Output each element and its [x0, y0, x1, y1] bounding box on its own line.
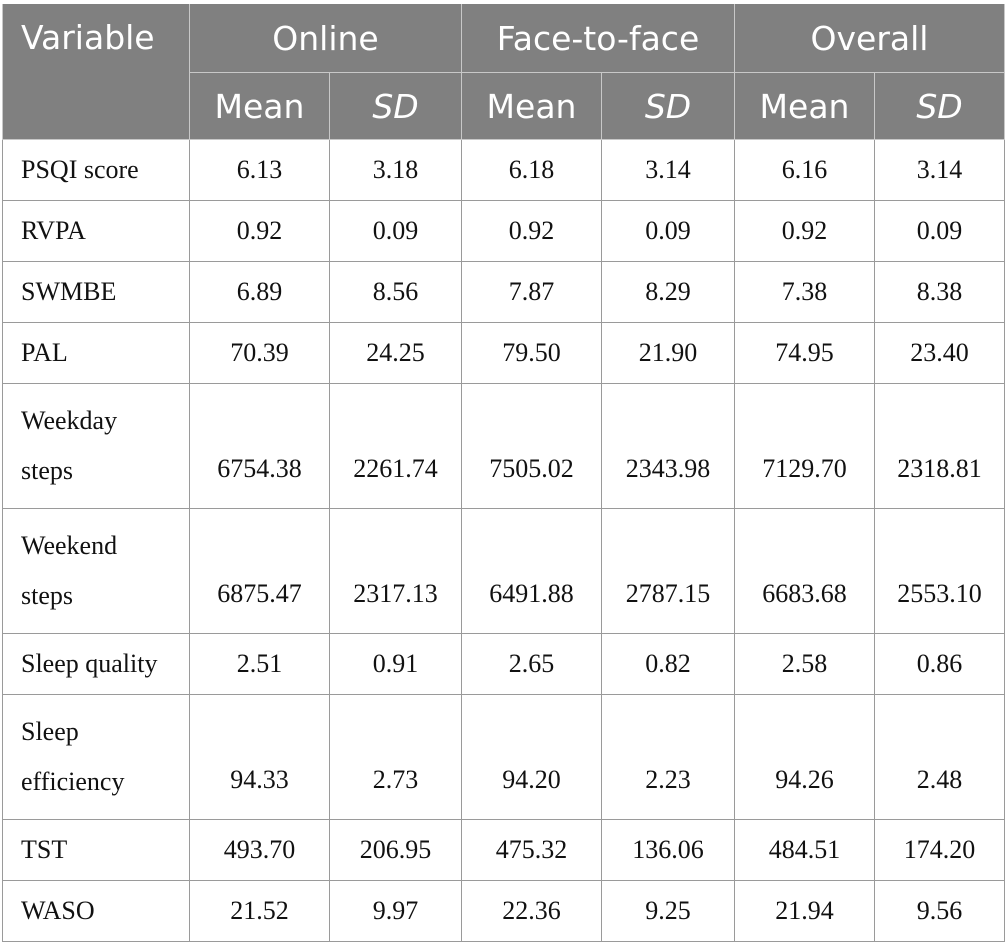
cell-mean: 6683.68 [734, 508, 876, 634]
cell-mean: 74.95 [734, 322, 876, 384]
header-sd: SD [874, 72, 1005, 140]
cell-mean: 6.16 [734, 139, 876, 201]
cell-sd: 0.09 [601, 200, 736, 262]
cell-sd: 0.09 [874, 200, 1005, 262]
cell-sd: 23.40 [874, 322, 1005, 384]
table-body: PSQI score 6.13 3.18 6.18 3.14 6.16 3.14 RVPA 0.… [2, 139, 1005, 942]
cell-sd: 2.73 [328, 694, 463, 820]
cell-mean: 6.89 [189, 261, 330, 323]
table-row: SWMBE 6.89 8.56 7.87 8.29 7.38 8.38 [2, 261, 1005, 323]
row-label: PSQI score [2, 139, 190, 201]
cell-sd: 0.82 [601, 633, 736, 695]
cell-sd: 2343.98 [601, 383, 736, 509]
cell-mean: 6875.47 [189, 508, 330, 634]
row-label: WASO [2, 880, 190, 942]
cell-sd: 3.14 [601, 139, 736, 201]
cell-mean: 21.94 [734, 880, 876, 942]
row-label: PAL [2, 322, 190, 384]
cell-mean: 493.70 [189, 819, 330, 881]
cell-sd: 9.56 [874, 880, 1005, 942]
header-mean: Mean [189, 72, 330, 140]
row-label: SWMBE [2, 261, 190, 323]
row-label: Sleep quality [2, 633, 190, 695]
cell-mean: 94.20 [461, 694, 603, 820]
header-variable: Variable [2, 4, 190, 140]
header-mean: Mean [461, 72, 603, 140]
cell-sd: 2317.13 [328, 508, 463, 634]
table-row: TST 493.70 206.95 475.32 136.06 484.51 174.20 [2, 819, 1005, 881]
cell-sd: 206.95 [328, 819, 463, 881]
cell-mean: 7.38 [734, 261, 876, 323]
cell-sd: 3.14 [874, 139, 1005, 201]
table-row: RVPA 0.92 0.09 0.92 0.09 0.92 0.09 [2, 200, 1005, 262]
cell-sd: 2261.74 [328, 383, 463, 509]
table-row: Sleep efficiency 94.33 2.73 94.20 2.23 94.26 2… [2, 694, 1005, 820]
table-row: WASO 21.52 9.97 22.36 9.25 21.94 9.56 [2, 880, 1005, 942]
table-row: PSQI score 6.13 3.18 6.18 3.14 6.16 3.14 [2, 139, 1005, 201]
cell-sd: 2.48 [874, 694, 1005, 820]
cell-mean: 2.58 [734, 633, 876, 695]
cell-sd: 2787.15 [601, 508, 736, 634]
data-table: Variable Online Face-to-face Overall Mea… [2, 4, 1005, 942]
row-label: Sleep efficiency [2, 694, 190, 820]
cell-mean: 475.32 [461, 819, 603, 881]
header-group-face-to-face: Face-to-face [461, 4, 736, 73]
cell-mean: 6.13 [189, 139, 330, 201]
table-header: Variable Online Face-to-face Overall Mea… [2, 4, 1005, 140]
cell-sd: 24.25 [328, 322, 463, 384]
cell-mean: 0.92 [734, 200, 876, 262]
table-row: PAL 70.39 24.25 79.50 21.90 74.95 23.40 [2, 322, 1005, 384]
cell-sd: 3.18 [328, 139, 463, 201]
cell-sd: 136.06 [601, 819, 736, 881]
cell-sd: 0.86 [874, 633, 1005, 695]
table-row: Sleep quality 2.51 0.91 2.65 0.82 2.58 0.86 [2, 633, 1005, 695]
cell-mean: 484.51 [734, 819, 876, 881]
header-group-overall: Overall [734, 4, 1005, 73]
cell-mean: 7.87 [461, 261, 603, 323]
row-label: TST [2, 819, 190, 881]
cell-mean: 7505.02 [461, 383, 603, 509]
cell-mean: 0.92 [461, 200, 603, 262]
header-mean: Mean [734, 72, 876, 140]
row-label: Weekend steps [2, 508, 190, 634]
cell-mean: 6491.88 [461, 508, 603, 634]
row-label: Weekday steps [2, 383, 190, 509]
cell-sd: 9.25 [601, 880, 736, 942]
cell-mean: 6.18 [461, 139, 603, 201]
cell-sd: 8.38 [874, 261, 1005, 323]
table-row: Weekday steps 6754.38 2261.74 7505.02 2343.9… [2, 383, 1005, 509]
cell-mean: 7129.70 [734, 383, 876, 509]
cell-sd: 0.09 [328, 200, 463, 262]
cell-sd: 8.29 [601, 261, 736, 323]
cell-sd: 2553.10 [874, 508, 1005, 634]
cell-sd: 174.20 [874, 819, 1005, 881]
cell-mean: 94.26 [734, 694, 876, 820]
cell-sd: 2318.81 [874, 383, 1005, 509]
cell-mean: 79.50 [461, 322, 603, 384]
table-row: Weekend steps 6875.47 2317.13 6491.88 2787.1… [2, 508, 1005, 634]
row-label: RVPA [2, 200, 190, 262]
cell-mean: 2.51 [189, 633, 330, 695]
header-sd: SD [601, 72, 736, 140]
cell-mean: 70.39 [189, 322, 330, 384]
cell-sd: 2.23 [601, 694, 736, 820]
cell-mean: 21.52 [189, 880, 330, 942]
header-group-online: Online [188, 4, 463, 73]
cell-sd: 21.90 [601, 322, 736, 384]
cell-mean: 2.65 [461, 633, 603, 695]
cell-sd: 0.91 [328, 633, 463, 695]
cell-sd: 8.56 [328, 261, 463, 323]
cell-mean: 0.92 [189, 200, 330, 262]
cell-sd: 9.97 [328, 880, 463, 942]
header-sd: SD [328, 72, 463, 140]
cell-mean: 6754.38 [189, 383, 330, 509]
cell-mean: 22.36 [461, 880, 603, 942]
cell-mean: 94.33 [189, 694, 330, 820]
